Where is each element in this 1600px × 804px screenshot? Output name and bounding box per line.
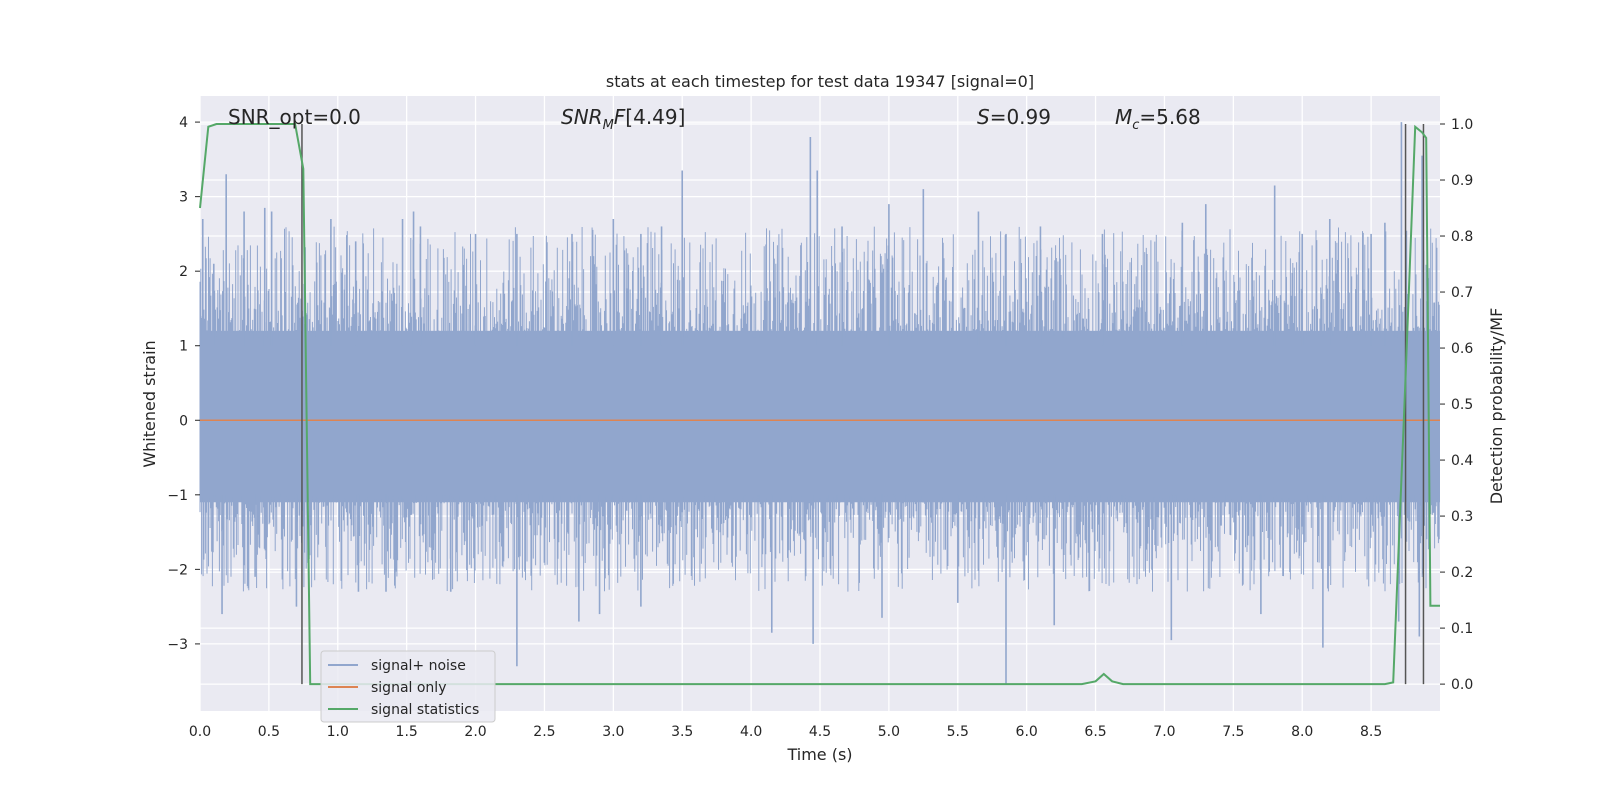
x-tick-label: 0.0 xyxy=(189,724,211,740)
annotation-snr-mf: SNRMF[4.49] xyxy=(561,105,685,133)
x-tick-label: 8.5 xyxy=(1360,724,1382,740)
y-right-axis-ticks: 1.0 0.9 0.8 0.7 0.6 0.5 0.4 0.3 0.2 0.1 0.0 xyxy=(1440,117,1473,693)
y-tick-label: −1 xyxy=(167,488,188,504)
y-right-tick-label: 0.8 xyxy=(1451,229,1473,245)
x-axis-ticks: 0.0 0.5 1.0 1.5 2.0 2.5 3.0 3.5 4.0 4.5 5.0 5.5 6.0 6… xyxy=(189,724,1382,740)
annotation-mc-value: =5.68 xyxy=(1139,105,1200,129)
y-right-tick-label: 0.3 xyxy=(1451,509,1473,525)
y-tick-label: 1 xyxy=(179,339,188,355)
y-right-tick-label: 0.9 xyxy=(1451,173,1473,189)
y-tick-label: −2 xyxy=(167,562,188,578)
y-tick-label: 0 xyxy=(179,413,188,429)
y-right-tick-label: 0.1 xyxy=(1451,621,1473,637)
legend-box xyxy=(320,650,496,723)
x-tick-label: 0.5 xyxy=(258,724,280,740)
annotation-s-value: =0.99 xyxy=(990,105,1051,129)
annotation-s: S=0.99 xyxy=(977,105,1051,129)
x-tick-label: 1.5 xyxy=(396,724,418,740)
annotation-snr-mf-value: [4.49] xyxy=(625,105,685,129)
x-tick-label: 3.5 xyxy=(671,724,693,740)
x-tick-label: 5.0 xyxy=(878,724,900,740)
x-tick-label: 5.5 xyxy=(947,724,969,740)
y-right-tick-label: 0.5 xyxy=(1451,397,1473,413)
noise-trace xyxy=(199,226,1440,592)
y-tick-label: 2 xyxy=(179,264,188,280)
x-axis-label: Time (s) xyxy=(786,745,852,764)
x-tick-label: 8.0 xyxy=(1291,724,1313,740)
vertical-markers xyxy=(301,124,1425,685)
annotation-mc: Mc=5.68 xyxy=(1115,105,1201,133)
x-tick-label: 2.0 xyxy=(464,724,486,740)
chart-title: stats at each timestep for test data 193… xyxy=(606,72,1034,91)
x-tick-label: 6.5 xyxy=(1084,724,1106,740)
x-tick-label: 3.0 xyxy=(602,724,624,740)
series-signal-noise xyxy=(199,122,1440,685)
y-right-tick-label: 0.2 xyxy=(1451,565,1473,581)
legend-label-signal-only: signal only xyxy=(371,680,446,696)
signal-statistics-line xyxy=(199,123,1440,686)
y-tick-label: 3 xyxy=(179,190,188,206)
series-signal-statistics xyxy=(199,123,1440,686)
y-axis-label: Whitened strain xyxy=(140,340,159,467)
x-tick-label: 7.5 xyxy=(1222,724,1244,740)
x-tick-label: 7.0 xyxy=(1153,724,1175,740)
x-tick-label: 6.0 xyxy=(1016,724,1038,740)
y-right-tick-label: 0.7 xyxy=(1451,285,1473,301)
y-tick-label: −3 xyxy=(167,637,188,653)
y-right-tick-label: 0.4 xyxy=(1451,453,1473,469)
legend-label-signal-noise: signal+ noise xyxy=(371,658,466,674)
y-right-tick-label: 1.0 xyxy=(1451,117,1473,133)
y-right-tick-label: 0.6 xyxy=(1451,341,1473,357)
y-right-axis-label: Detection probability/MF xyxy=(1487,308,1506,505)
y-right-tick-label: 0.0 xyxy=(1451,677,1473,693)
legend-label-signal-statistics: signal statistics xyxy=(371,702,479,718)
annotation-snr-opt: SNR_opt=0.0 xyxy=(228,105,361,129)
x-tick-label: 4.5 xyxy=(809,724,831,740)
x-tick-label: 4.0 xyxy=(740,724,762,740)
legend: signal+ noise signal only signal statist… xyxy=(320,650,496,723)
x-tick-label: 1.0 xyxy=(327,724,349,740)
x-tick-label: 2.5 xyxy=(533,724,555,740)
y-axis-ticks: 4 3 2 1 0 −1 −2 −3 xyxy=(167,115,200,653)
y-tick-label: 4 xyxy=(179,115,188,131)
